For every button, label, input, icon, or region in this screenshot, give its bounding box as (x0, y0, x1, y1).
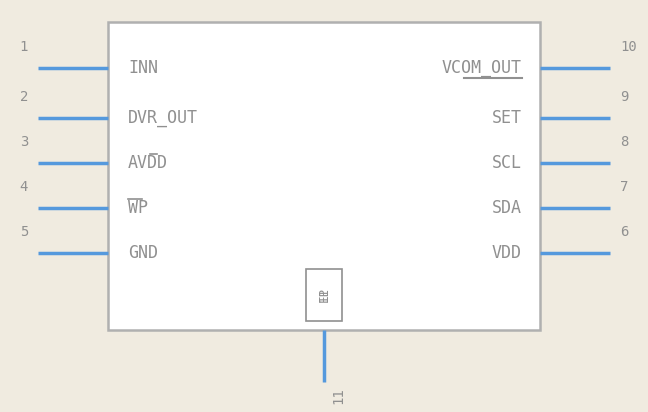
Text: 1: 1 (19, 40, 28, 54)
Text: 3: 3 (19, 135, 28, 149)
Text: GND: GND (128, 244, 158, 262)
Text: 5: 5 (19, 225, 28, 239)
Text: AVDD: AVDD (128, 154, 168, 172)
Text: 4: 4 (19, 180, 28, 194)
Text: VCOM_OUT: VCOM_OUT (442, 59, 522, 77)
Text: EP: EP (318, 288, 330, 302)
Bar (108, 22, 540, 330)
Text: WP: WP (128, 199, 148, 217)
Text: DVR_OUT: DVR_OUT (128, 109, 198, 127)
Text: 7: 7 (620, 180, 629, 194)
Text: 10: 10 (620, 40, 637, 54)
Text: 9: 9 (620, 90, 629, 104)
Text: 8: 8 (620, 135, 629, 149)
Text: VDD: VDD (492, 244, 522, 262)
Text: SCL: SCL (492, 154, 522, 172)
Text: SET: SET (492, 109, 522, 127)
Text: SDA: SDA (492, 199, 522, 217)
Text: INN: INN (128, 59, 158, 77)
Text: 6: 6 (620, 225, 629, 239)
Text: 2: 2 (19, 90, 28, 104)
Bar (306, 269, 342, 321)
Text: 11: 11 (318, 288, 330, 302)
Text: 11: 11 (331, 387, 345, 404)
